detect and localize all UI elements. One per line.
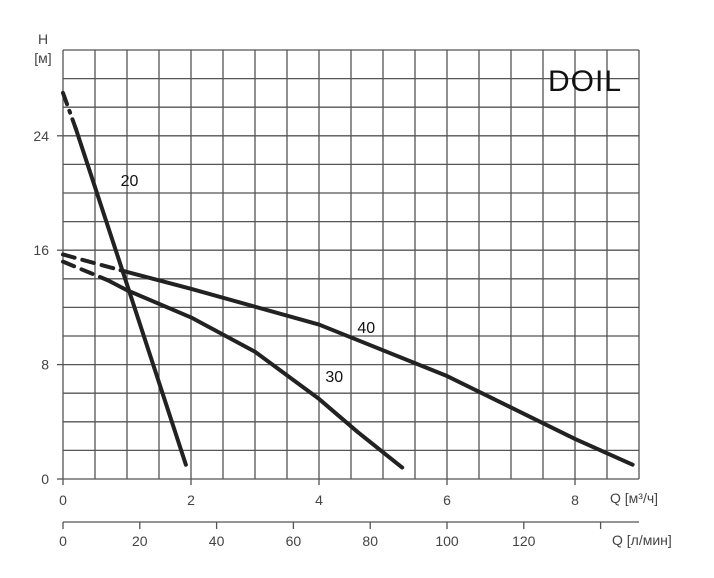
y-axis-unit: [м] (34, 50, 51, 66)
x2-tick-label: 60 (286, 533, 302, 549)
curves: 20 40 30 (61, 90, 635, 470)
curve-label-40: 40 (357, 320, 375, 337)
x2-axis-label: Q [л/мин] (612, 532, 672, 548)
y-tick-label: 24 (33, 128, 49, 144)
curve-30 (105, 278, 405, 470)
curve-label-20: 20 (121, 173, 139, 190)
x2-tick-label: 20 (132, 533, 148, 549)
x-tick-label: 6 (443, 492, 451, 508)
x2-tick-label: 40 (209, 533, 225, 549)
x2-tick-label: 80 (362, 533, 378, 549)
curve-label-30: 30 (325, 369, 343, 386)
x-tick-label: 2 (187, 492, 195, 508)
y-tick-label: 8 (41, 357, 49, 373)
curve-30-extrapolated (61, 259, 110, 283)
grid (62, 49, 640, 480)
curve-20 (73, 126, 188, 467)
x-tick-label: 0 (59, 492, 67, 508)
x2-tick-label: 0 (59, 533, 67, 549)
y-tick-label: 16 (33, 242, 49, 258)
x-tick-label: 8 (571, 492, 579, 508)
x2-tick-label: 120 (512, 533, 536, 549)
x-tick-label: 4 (315, 492, 323, 508)
y-tick-label: 0 (41, 471, 49, 487)
curve-40 (118, 268, 635, 467)
curve-20-extrapolated (61, 90, 78, 131)
y-axis-label: H (38, 31, 48, 47)
curve-40-extrapolated (61, 252, 123, 273)
logo: DOIL (548, 65, 622, 98)
x2-tick-label: 100 (435, 533, 459, 549)
x-axis-label: Q [м³/ч] (610, 490, 658, 506)
